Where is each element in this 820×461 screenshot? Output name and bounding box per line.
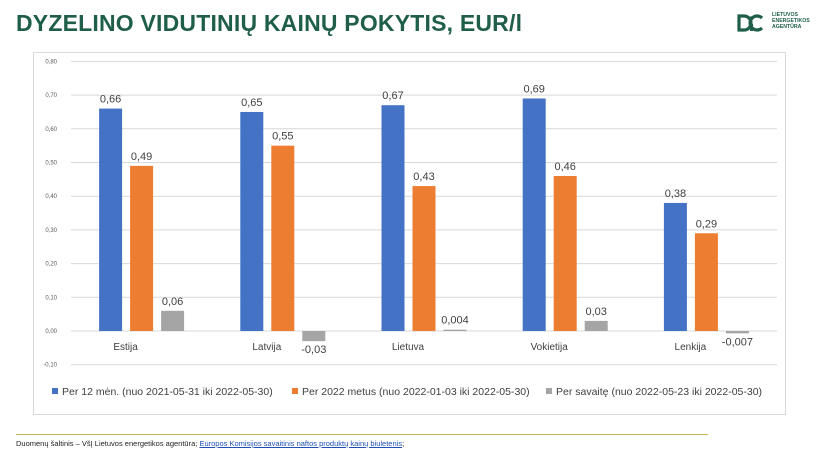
legend-label: Per savaitę (nuo 2022-05-23 iki 2022-05-…	[556, 386, 762, 398]
data-label: 0,67	[382, 90, 403, 102]
data-label: -0,03	[301, 344, 326, 356]
y-tick-label: 0,40	[45, 194, 57, 200]
bar	[161, 310, 185, 331]
bar	[412, 186, 436, 331]
bar-chart: -0,10 0,00 0,10 0,20 0,30 0,40 0,50 0,60 0,70 0,8…	[43, 59, 777, 398]
page-title: DYZELINO VIDUTINIŲ KAINŲ POKYTIS, EUR/l	[16, 10, 523, 36]
data-label: 0,55	[272, 131, 293, 143]
bar	[99, 108, 123, 331]
y-tick-label: 0,20	[45, 262, 57, 268]
y-tick-label: 0,50	[45, 161, 57, 167]
x-tick-label: Estija	[113, 342, 138, 353]
data-label: -0,007	[722, 336, 753, 348]
data-label: 0,69	[523, 83, 544, 95]
data-label: 0,004	[441, 315, 469, 327]
data-label: 0,38	[665, 188, 686, 200]
y-tick-label: 0,60	[45, 127, 57, 133]
footer-divider	[16, 434, 708, 435]
data-label: 0,43	[413, 171, 434, 183]
bar	[725, 331, 749, 334]
source-prefix: Duomenų šaltinis – VšĮ Lietuvos energeti…	[16, 439, 198, 448]
x-tick-label: Lietuva	[392, 342, 425, 353]
logo-text-line: AGENTŪRA	[772, 24, 802, 31]
data-label: 0,65	[241, 97, 262, 109]
x-tick-label: Vokietija	[531, 342, 569, 353]
y-tick-label: -0,10	[43, 363, 57, 369]
legend-swatch	[52, 388, 58, 394]
source-suffix: ;	[402, 439, 405, 448]
bar	[553, 175, 577, 331]
data-label: 0,46	[554, 161, 575, 173]
data-label: 0,29	[696, 218, 717, 230]
y-tick-label: 0,30	[45, 228, 57, 234]
chart-area: -0,10 0,00 0,10 0,20 0,30 0,40 0,50 0,60 0,70 0,8…	[33, 52, 786, 415]
logo-text-line: LIETUVOS	[772, 12, 798, 18]
y-tick-label: 0,70	[45, 93, 57, 99]
y-tick-label: 0,80	[45, 59, 57, 65]
bar	[584, 320, 608, 331]
bar	[694, 233, 718, 331]
legend-swatch	[546, 388, 552, 394]
bar	[130, 165, 154, 331]
bar	[522, 98, 546, 331]
bar	[240, 111, 264, 331]
x-tick-label: Lenkija	[675, 342, 707, 353]
bar	[663, 202, 687, 331]
bar	[271, 145, 295, 331]
y-tick-label: 0,00	[45, 329, 57, 335]
lea-logo-icon	[737, 14, 764, 32]
data-label: 0,03	[585, 306, 606, 318]
data-label: 0,06	[162, 296, 183, 308]
bar	[443, 329, 467, 331]
data-label: 0,49	[131, 151, 152, 163]
bar	[302, 331, 326, 342]
legend-swatch	[292, 388, 298, 394]
source-link[interactable]: Europos Komisijos savaitinis naftos prod…	[199, 439, 403, 448]
source-note: Duomenų šaltinis – VšĮ Lietuvos energeti…	[16, 439, 404, 448]
lea-logo: LIETUVOS ENERGETIKOS AGENTŪRA	[736, 10, 812, 36]
logo-text: LIETUVOS ENERGETIKOS AGENTŪRA	[772, 12, 812, 31]
bar	[381, 105, 405, 332]
x-tick-label: Latvija	[252, 342, 281, 353]
logo-text-line: ENERGETIKOS	[772, 18, 810, 25]
legend-label: Per 2022 metus (nuo 2022-01-03 iki 2022-…	[302, 386, 530, 398]
y-tick-label: 0,10	[45, 295, 57, 301]
data-label: 0,66	[100, 94, 121, 106]
legend-label: Per 12 mėn. (nuo 2021-05-31 iki 2022-05-…	[62, 386, 273, 398]
